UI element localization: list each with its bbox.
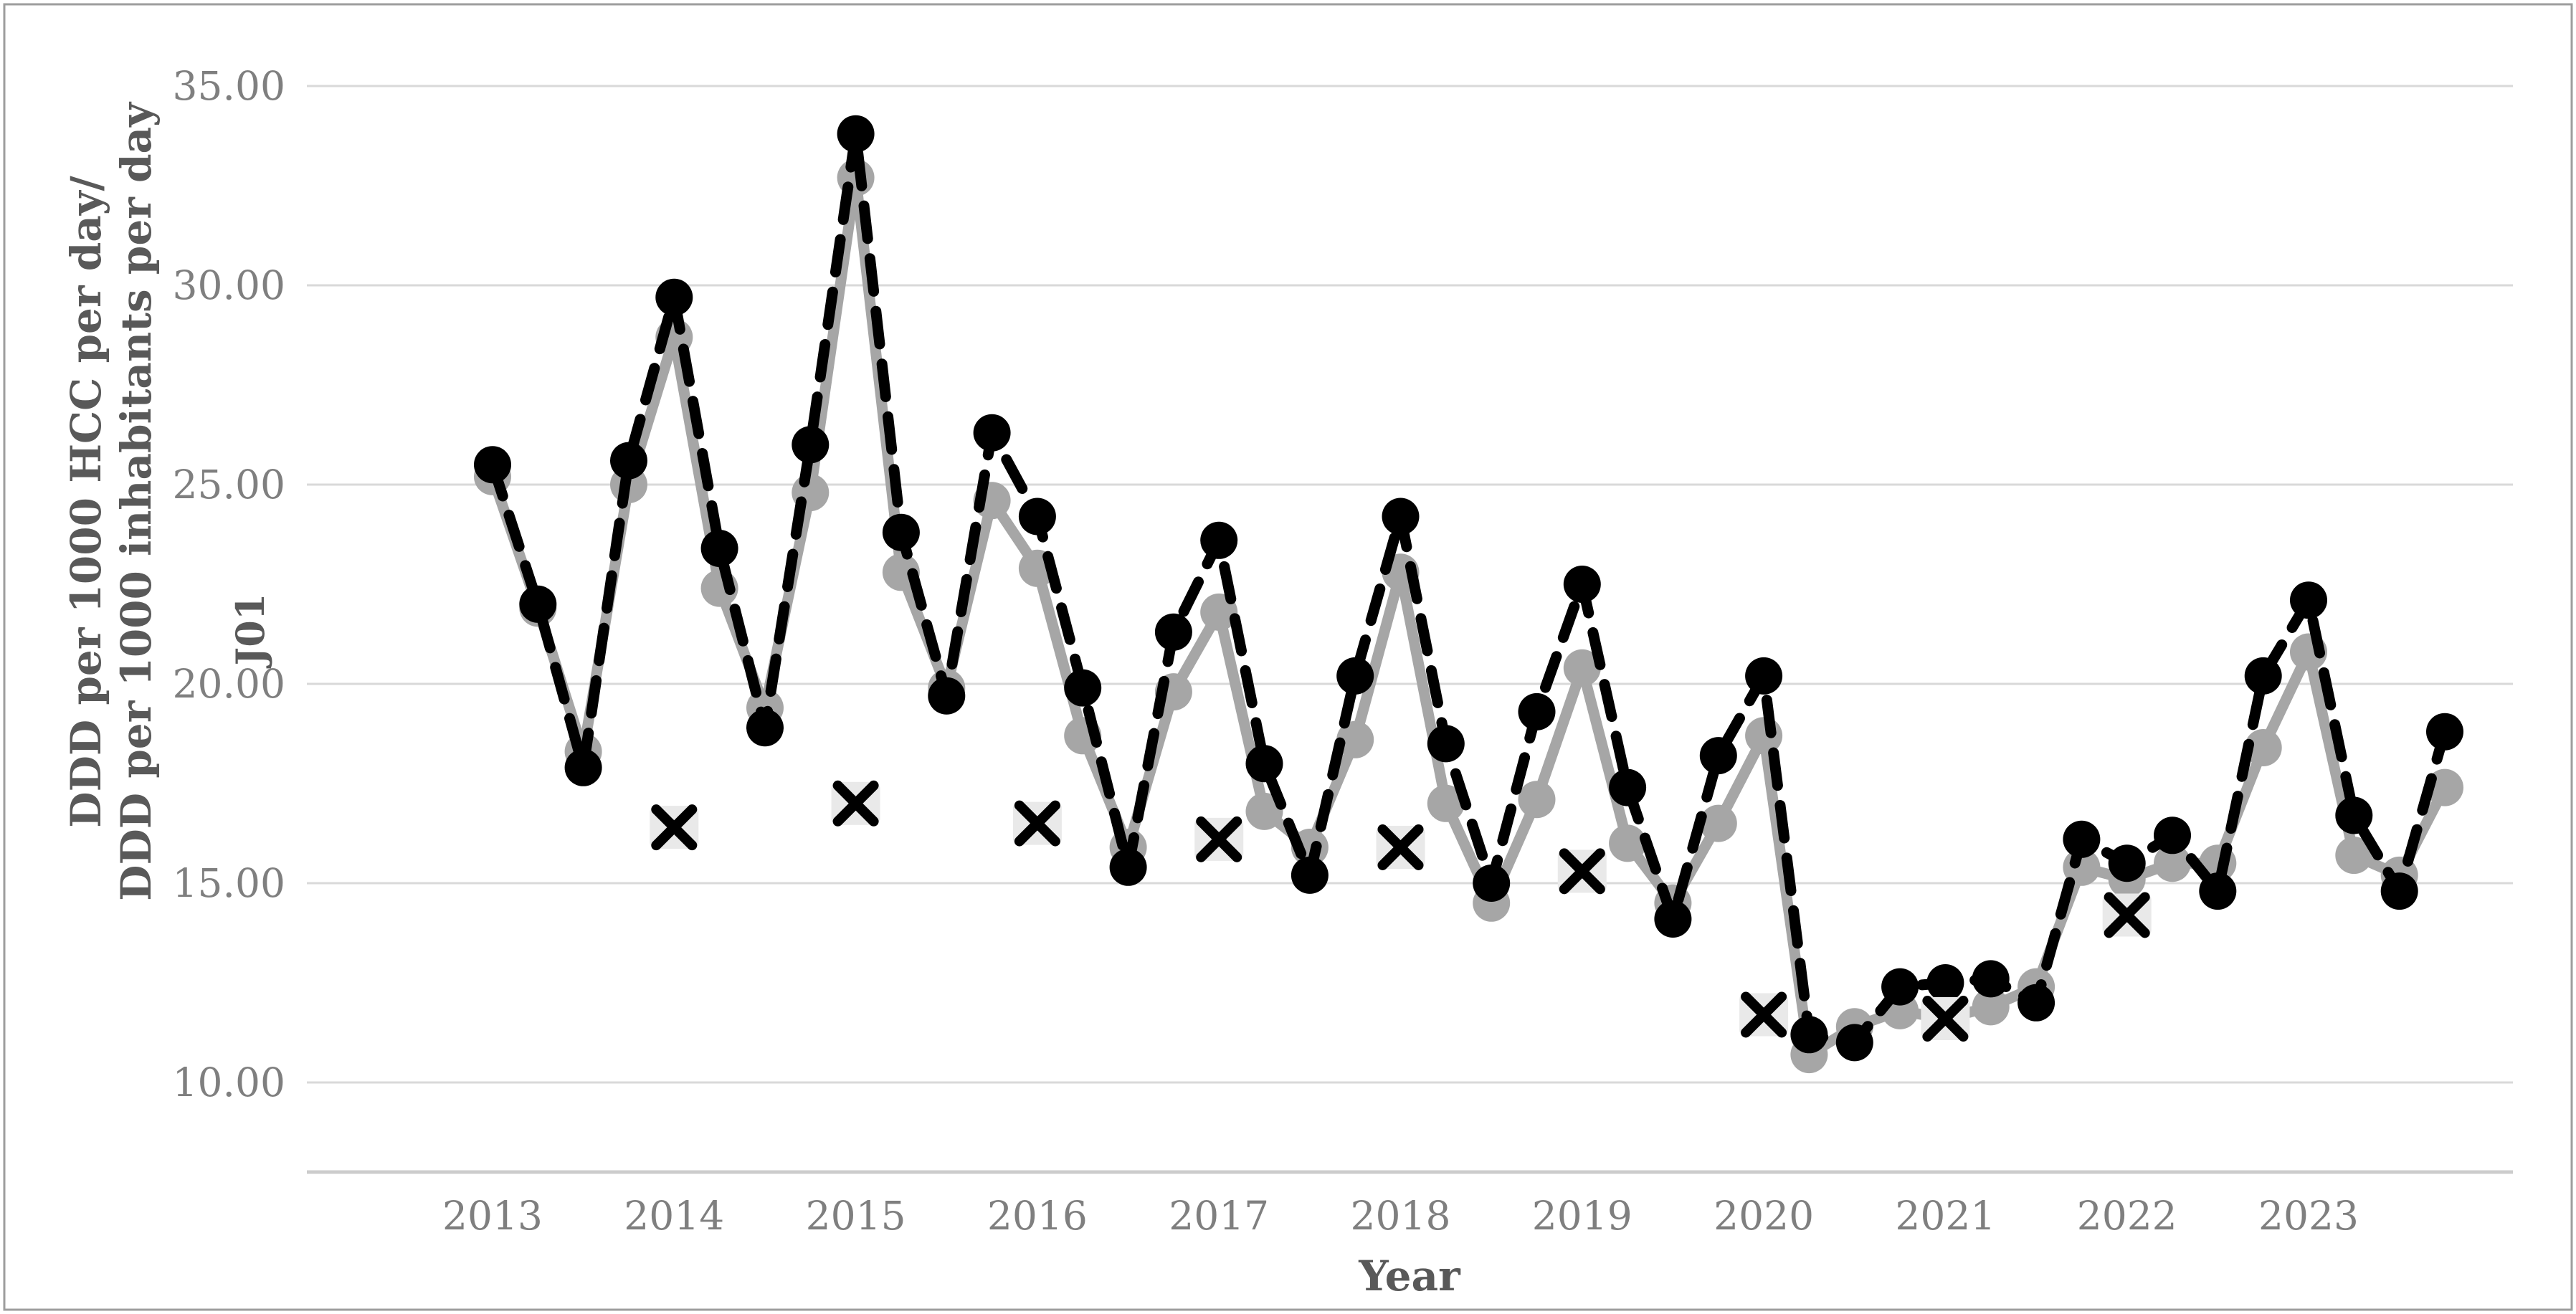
gray-series-marker: [1972, 988, 2010, 1026]
black-series-marker: [1881, 968, 1919, 1006]
y-tick-label-25.00: 25.00: [173, 462, 285, 508]
black-series-marker: [1473, 865, 1511, 902]
black-series-marker: [2335, 796, 2373, 834]
x-tick-label-2013: 2013: [442, 1193, 543, 1239]
x-marker-stroke: [1377, 824, 1424, 870]
x-tick-label-2019: 2019: [1532, 1193, 1632, 1239]
black-series-marker: [1609, 768, 1647, 806]
x-marker-stroke: [1741, 991, 1787, 1038]
black-series-marker: [1382, 497, 1420, 535]
x-marker-stroke: [2104, 892, 2150, 938]
y-axis-title-line1: DDD per 1000 HCC per day/: [62, 175, 110, 827]
black-series-marker: [2017, 984, 2055, 1022]
x-marker-stroke: [832, 780, 879, 827]
x-tick-label-2018: 2018: [1351, 1193, 1451, 1239]
y-axis-title-line2: DDD per 1000 inhabitants per day: [112, 101, 161, 901]
x-axis-title: Year: [1358, 1252, 1461, 1300]
black-series-marker: [1427, 725, 1465, 763]
x-tick-label-2020: 2020: [1714, 1193, 1814, 1239]
x-tick-label-2016: 2016: [987, 1193, 1088, 1239]
gray-series-marker: [2244, 729, 2282, 766]
black-series-marker: [2244, 657, 2282, 695]
x-tick-label-2015: 2015: [806, 1193, 906, 1239]
y-tick-label-15.00: 15.00: [173, 860, 285, 906]
y-tick-label-35.00: 35.00: [173, 63, 285, 109]
black-series-marker: [610, 442, 647, 480]
gray-series-marker: [1427, 784, 1465, 822]
black-series-marker: [1245, 745, 1283, 783]
x-marker-stroke: [1196, 816, 1242, 862]
black-series-marker: [1790, 1016, 1828, 1054]
x-tick-label-2021: 2021: [1895, 1193, 1995, 1239]
black-series-marker: [700, 530, 738, 567]
x-tick-label-2022: 2022: [2077, 1193, 2177, 1239]
black-series-marker: [2426, 713, 2463, 751]
black-series-marker: [519, 585, 557, 623]
black-series-marker: [2199, 872, 2237, 910]
black-series-marker: [1200, 521, 1238, 559]
black-series-marker: [746, 709, 784, 747]
black-series-marker: [1154, 613, 1192, 651]
black-series-marker: [1018, 497, 1056, 535]
black-series-marker: [655, 278, 693, 316]
x-marker-stroke: [651, 804, 698, 851]
black-series-marker: [1654, 900, 1692, 938]
black-series-marker: [1518, 692, 1556, 730]
gray-series-marker: [1609, 824, 1647, 862]
black-series-marker: [2154, 817, 2191, 854]
y-axis-tick-labels: 35.00 30.00 25.00 20.00 15.00 10.00: [173, 63, 285, 1105]
y-tick-label-20.00: 20.00: [173, 661, 285, 707]
x-marker-stroke: [1922, 996, 1969, 1042]
gray-series-marker: [1245, 792, 1283, 830]
black-series-marker: [973, 414, 1011, 452]
y-tick-label-10.00: 10.00: [173, 1060, 285, 1105]
gray-series-marker: [1699, 804, 1737, 842]
x-tick-label-2017: 2017: [1169, 1193, 1269, 1239]
black-series-marker: [2380, 872, 2418, 910]
black-series-layer: [474, 115, 2463, 1062]
black-series-marker: [1745, 657, 1783, 695]
black-series-marker: [1699, 737, 1737, 775]
y-tick-label-30.00: 30.00: [173, 262, 285, 308]
gray-series-marker: [2154, 844, 2191, 882]
black-series-marker: [564, 748, 602, 786]
figure-border: [3, 3, 2573, 1311]
black-series-marker: [2290, 581, 2327, 619]
black-series-marker: [474, 446, 511, 484]
black-series-marker: [1835, 1024, 1873, 1062]
black-series-marker: [928, 677, 966, 715]
black-series-marker: [1972, 960, 2010, 998]
y-axis-secondary-label-j01: J01: [227, 594, 273, 669]
x-axis-tick-labels: 2013 2014 2015 2016 2017 2018 2019 2020 2021 2022…: [442, 1193, 2359, 1239]
gray-series-marker: [1336, 720, 1374, 758]
black-series-marker: [1926, 964, 1964, 1001]
black-series-marker: [1336, 657, 1374, 695]
black-series-marker: [2063, 820, 2101, 858]
black-series-marker: [1109, 848, 1147, 886]
x-marker-stroke: [1559, 848, 1605, 895]
black-series-marker: [1064, 669, 1102, 707]
x-tick-label-2023: 2023: [2258, 1193, 2359, 1239]
x-marker-stroke: [1014, 800, 1060, 847]
black-series-marker: [882, 513, 920, 551]
black-series-marker: [1563, 566, 1601, 603]
black-series-marker: [1291, 856, 1329, 894]
gray-series-layer: [474, 158, 2463, 1074]
black-series-line: [487, 128, 2451, 1048]
x-tick-label-2014: 2014: [624, 1193, 724, 1239]
black-series-marker: [792, 426, 830, 464]
black-series-marker: [837, 115, 875, 153]
gray-series-marker: [1518, 781, 1556, 819]
gray-series-marker: [2335, 837, 2373, 875]
x-marker-series-layer: [650, 780, 2152, 1042]
gray-series-marker: [1563, 649, 1601, 687]
black-series-marker: [2108, 844, 2146, 882]
